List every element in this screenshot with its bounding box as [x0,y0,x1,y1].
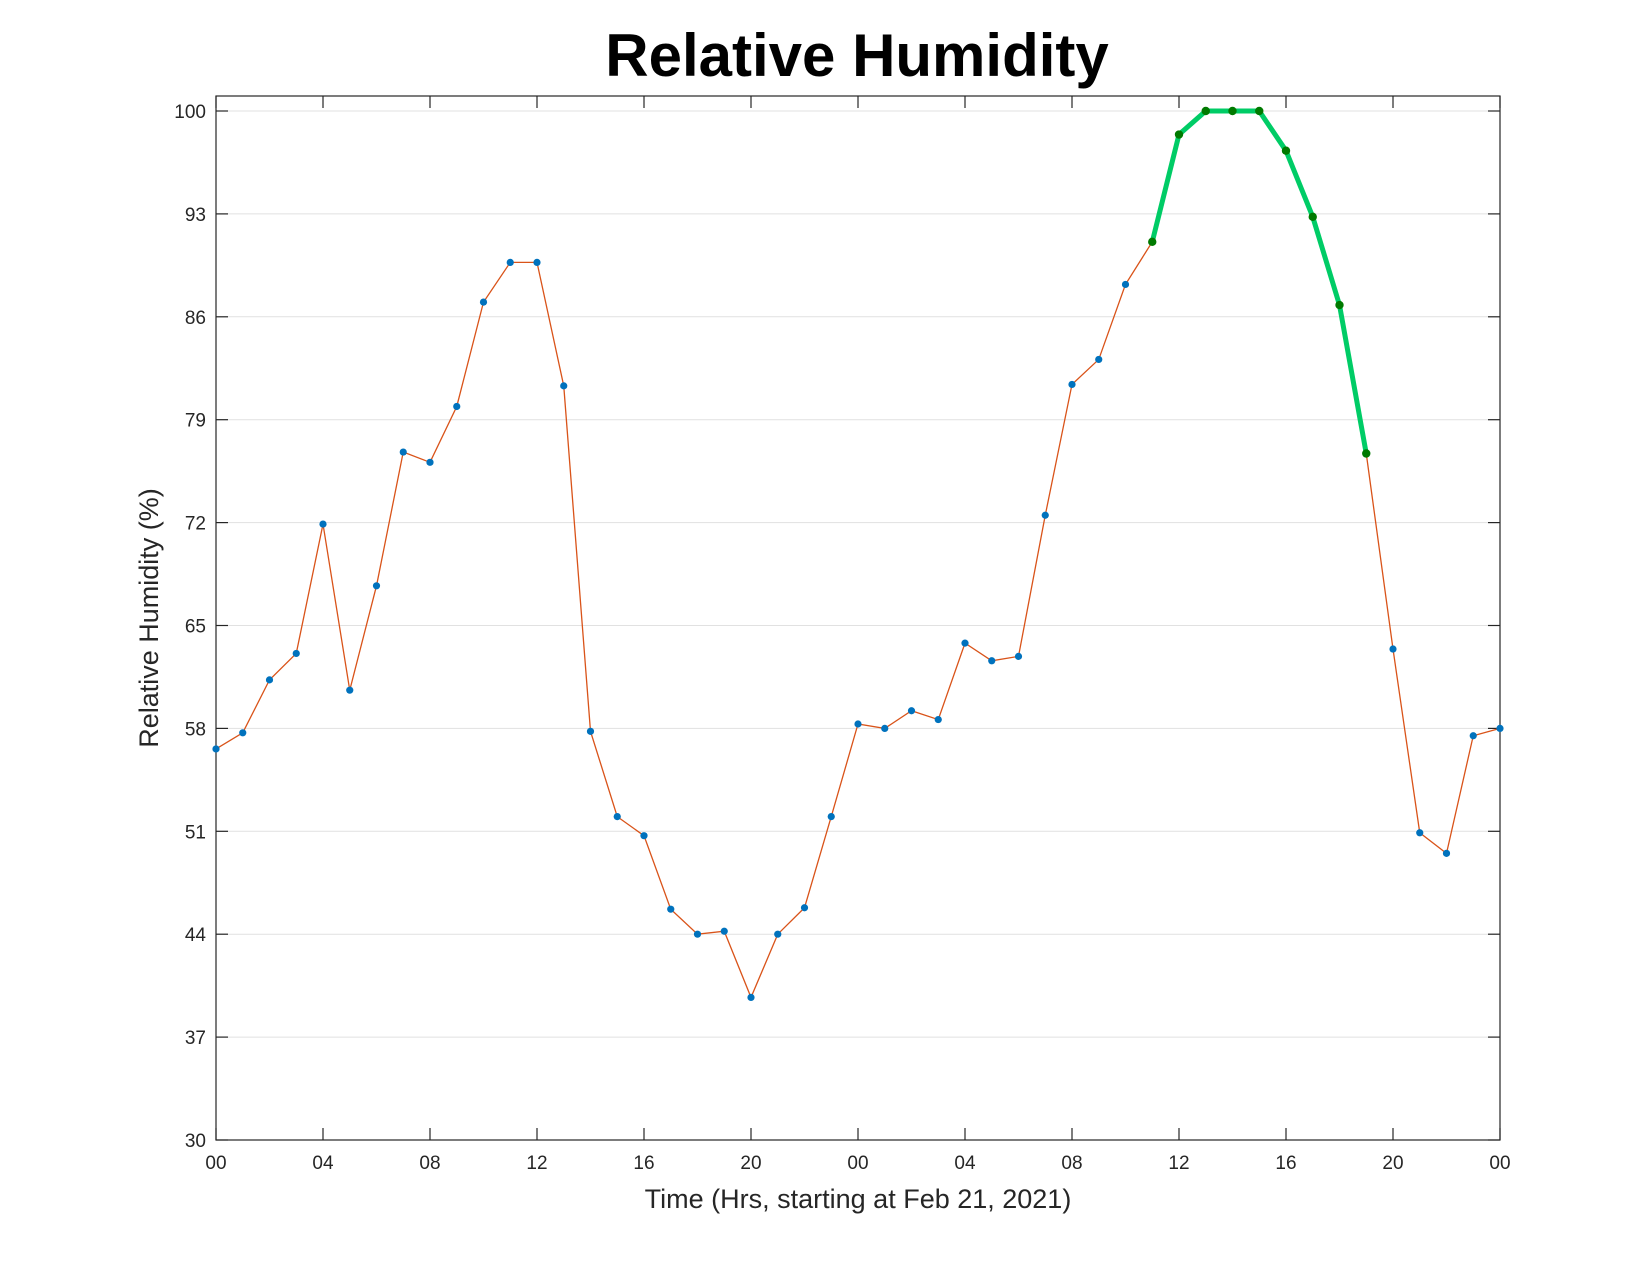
y-tick-label: 100 [174,102,206,123]
y-tick-label: 37 [185,1028,206,1049]
grid-lines [216,110,1500,1141]
data-point [1121,280,1130,289]
x-tick-label: 12 [526,1153,547,1174]
highlight-point [1228,106,1237,116]
data-point [1469,732,1477,740]
y-axis-label: Relative Humidity (%) [134,488,164,748]
series-line [215,110,1501,1000]
highlight-point [1281,146,1291,155]
y-tick-label: 58 [185,719,206,740]
x-tick-label: 04 [954,1153,976,1174]
highlight-point [1148,237,1157,247]
x-tick-label: 16 [1275,1153,1296,1174]
highlight-point [1201,106,1210,116]
data-point [212,745,220,753]
highlight-point [1335,300,1344,310]
data-point [934,715,942,724]
y-tick-label: 30 [185,1131,206,1152]
data-point [961,639,969,647]
data-point [907,707,916,715]
data-point [1095,355,1103,364]
plot-area [215,95,1501,1141]
highlight-point [1255,106,1264,116]
y-tick-label: 93 [185,205,206,226]
data-point [265,676,274,684]
highlight-point [1174,130,1184,139]
y-tick-label: 65 [185,617,206,638]
data-point [346,686,354,694]
data-point [453,402,461,411]
x-tick-label: 00 [847,1153,868,1174]
data-point [988,657,996,665]
data-point [506,258,514,267]
highlight-series [1148,106,1371,458]
chart-title: Relative Humidity [605,22,1109,89]
highlight-point [1362,449,1371,458]
x-tick-label: 12 [1168,1153,1189,1174]
data-point [1496,724,1504,733]
data-point [667,905,675,913]
data-point [426,458,434,466]
data-point [479,298,488,306]
data-series [212,107,1504,1002]
highlight-point [1308,212,1317,222]
data-point [319,520,327,528]
axis-ticks: 30 37 44 51 58 65 72 79 86 93 100 00 04 08 12 16 20 00 04 0… [174,96,1511,1174]
data-point [1068,380,1076,389]
x-tick-label: 08 [419,1153,440,1174]
highlight-line [1149,108,1369,454]
data-point [1389,645,1397,653]
data-point [800,904,809,912]
data-point [1442,849,1451,857]
data-point [292,649,300,658]
data-point [586,727,595,735]
x-tick-label: 20 [740,1153,761,1174]
x-tick-label: 04 [312,1153,334,1174]
data-point [1416,829,1424,837]
x-axis-label: Time (Hrs, starting at Feb 21, 2021) [645,1184,1072,1214]
data-point [747,993,755,1002]
x-tick-label: 00 [1489,1153,1510,1174]
x-tick-label: 16 [633,1153,654,1174]
data-point [827,813,835,821]
y-tick-label: 86 [185,308,206,329]
y-tick-label: 72 [185,514,206,535]
data-point [399,448,407,456]
y-tick-label: 44 [185,925,207,946]
data-point [372,582,381,590]
x-tick-label: 08 [1061,1153,1082,1174]
data-point [560,382,568,390]
data-point [640,832,648,840]
y-tick-label: 79 [185,411,206,432]
data-point [239,729,247,737]
y-tick-label: 51 [185,822,206,843]
data-point [774,930,782,938]
data-point [1014,652,1023,660]
data-point [854,720,862,728]
data-point [533,258,541,267]
x-tick-label: 20 [1382,1153,1403,1174]
data-point [1041,511,1049,519]
data-point [881,724,889,733]
data-point [613,813,621,821]
data-point [693,930,702,938]
data-point [720,927,728,935]
x-tick-label: 00 [205,1153,226,1174]
